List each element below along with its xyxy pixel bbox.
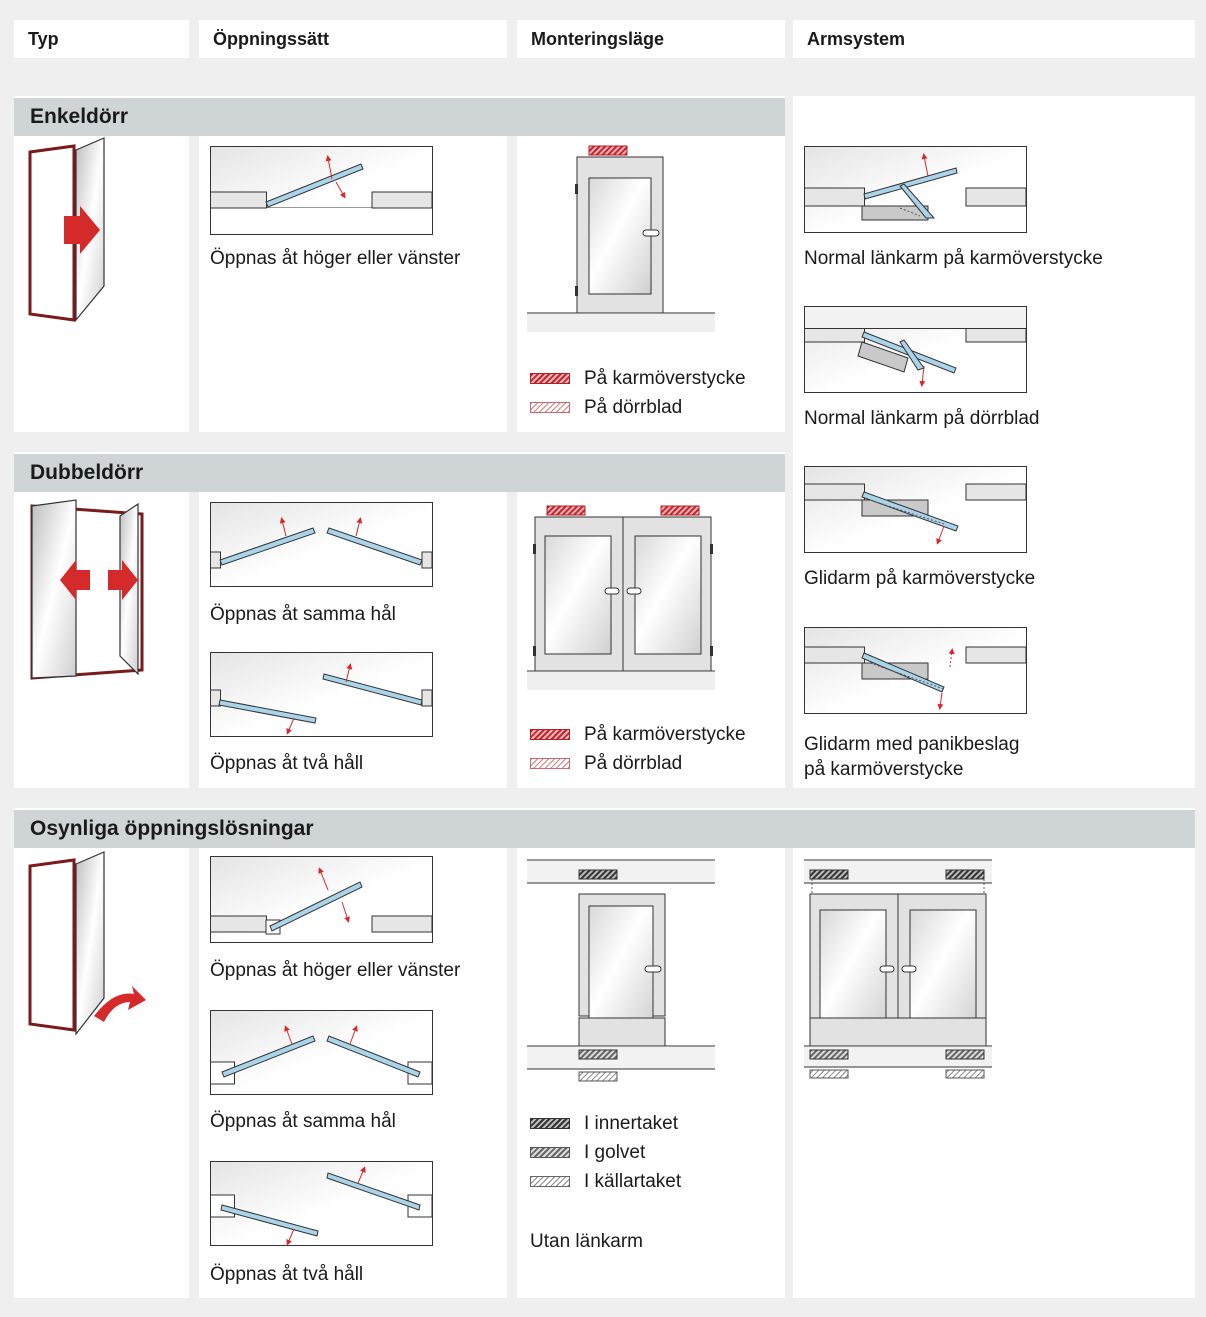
legend-label: I golvet: [584, 1142, 646, 1163]
double-opening-two-diagram: [210, 652, 433, 737]
single-door-icon: [28, 137, 105, 322]
arm-normal-leaf-diagram: [804, 306, 1027, 393]
column-header-opening: Öppningssätt: [199, 20, 507, 58]
legend-swatch-basement: [530, 1176, 570, 1187]
hidden-double-mounting-diagram: [804, 859, 992, 1079]
legend-label: På karmöverstycke: [584, 724, 746, 745]
legend-label: I innertaket: [584, 1113, 678, 1134]
double-opening-two-caption: Öppnas åt två håll: [210, 753, 364, 774]
double-legend-leaf: På dörrblad: [530, 752, 682, 775]
hidden-opening-lr-diagram: [210, 856, 433, 943]
single-legend-leaf: På dörrblad: [530, 396, 682, 419]
arm-normal-frame-diagram: [804, 146, 1027, 233]
hidden-opening-two-diagram: [210, 1161, 433, 1246]
single-opening-caption: Öppnas åt höger eller vänster: [210, 248, 461, 269]
hidden-no-arm-note: Utan länkarm: [530, 1231, 643, 1252]
legend-swatch-leaf: [530, 758, 570, 769]
legend-swatch-frame: [530, 373, 570, 384]
hidden-opening-two-caption: Öppnas åt två håll: [210, 1264, 364, 1285]
hidden-door-icon: [28, 851, 146, 1036]
double-legend-frame: På karmöverstycke: [530, 723, 746, 746]
legend-swatch-floor: [530, 1147, 570, 1158]
arm-glide-frame-caption: Glidarm på karmöverstycke: [804, 568, 1036, 589]
hidden-single-mounting-diagram: [527, 859, 715, 1031]
column-header-arm: Armsystem: [793, 20, 1195, 58]
legend-swatch-leaf: [530, 402, 570, 413]
arm-glide-panic-caption-2: på karmöverstycke: [804, 759, 964, 780]
double-mounting-diagram: [527, 505, 715, 690]
hidden-opening-same-diagram: [210, 1010, 433, 1095]
hidden-legend-basement: I källartaket: [530, 1170, 681, 1193]
double-opening-same-diagram: [210, 502, 433, 587]
column-header-type: Typ: [14, 20, 189, 58]
hidden-single-floor-diagram: [527, 1017, 715, 1082]
legend-swatch-ceiling: [530, 1118, 570, 1129]
arm-glide-frame-diagram: [804, 466, 1027, 553]
single-legend-frame: På karmöverstycke: [530, 367, 746, 390]
section-double-door: Dubbeldörr: [14, 452, 785, 492]
arm-glide-panic-caption-1: Glidarm med panikbeslag: [804, 734, 1020, 755]
arm-normal-frame-caption: Normal länkarm på karmöverstycke: [804, 248, 1103, 269]
legend-label: På dörrblad: [584, 397, 683, 418]
single-mounting-diagram: [527, 145, 715, 332]
hidden-legend-floor: I golvet: [530, 1141, 645, 1164]
double-door-icon: [30, 499, 144, 680]
single-opening-diagram: [210, 146, 433, 235]
legend-label: I källartaket: [584, 1171, 682, 1192]
legend-swatch-frame: [530, 729, 570, 740]
column-header-mounting: Monteringsläge: [517, 20, 785, 58]
hidden-opening-lr-caption: Öppnas åt höger eller vänster: [210, 960, 461, 981]
hidden-legend-ceiling: I innertaket: [530, 1112, 678, 1135]
arm-normal-leaf-caption: Normal länkarm på dörrblad: [804, 408, 1040, 429]
hidden-opening-same-caption: Öppnas åt samma hål: [210, 1111, 396, 1132]
legend-label: På karmöverstycke: [584, 368, 746, 389]
section-hidden-solutions: Osynliga öppningslösningar: [14, 808, 1195, 848]
section-single-door: Enkeldörr: [14, 96, 785, 136]
arm-glide-panic-diagram: [804, 627, 1027, 714]
double-opening-same-caption: Öppnas åt samma hål: [210, 604, 396, 625]
legend-label: På dörrblad: [584, 753, 683, 774]
